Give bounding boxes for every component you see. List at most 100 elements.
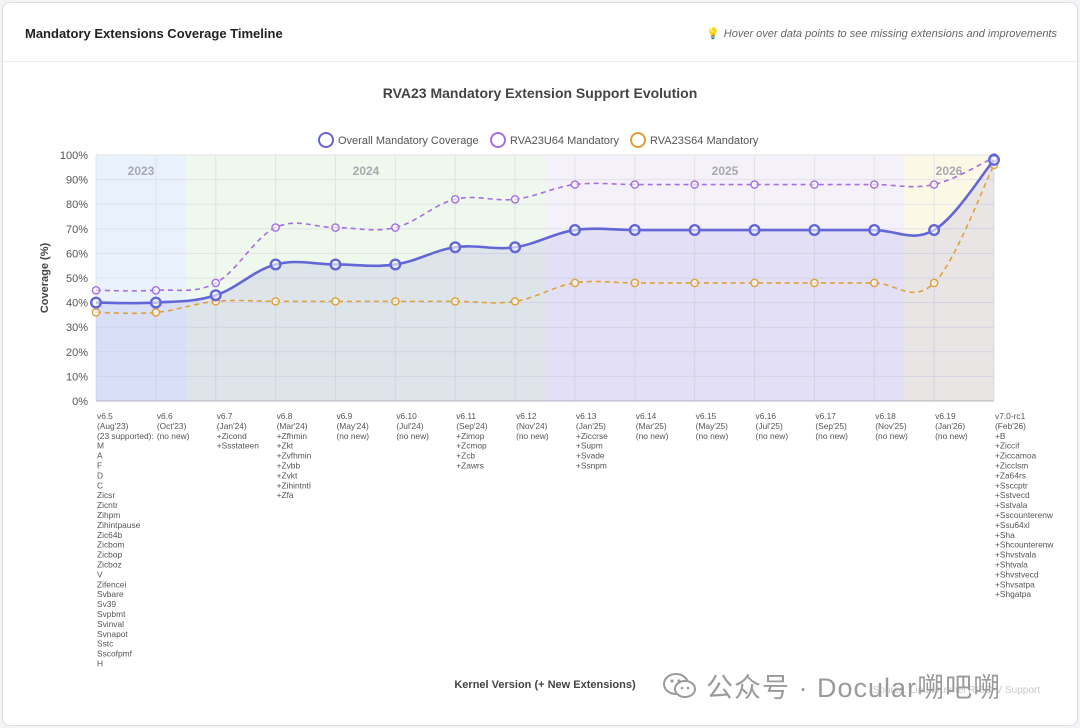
- x-tick-line: +Ziccif: [995, 441, 1020, 451]
- x-tick-line: (Jan'25): [576, 421, 606, 431]
- legend-marker: [490, 132, 506, 148]
- x-tick-line: Svnapot: [97, 629, 128, 639]
- chart-title: RVA23 Mandatory Extension Support Evolut…: [383, 85, 698, 101]
- data-point: [808, 224, 821, 237]
- x-tick-line: +Sstvala: [995, 500, 1028, 510]
- x-tick-line: +Ssu64xl: [995, 520, 1030, 530]
- x-tick-line: D: [97, 470, 103, 480]
- data-point: [570, 180, 580, 189]
- x-tick-line: +Ssnpm: [576, 461, 607, 471]
- x-tick-line: +Zicclsm: [995, 461, 1028, 471]
- x-tick-line: +Shvstvala: [995, 550, 1037, 560]
- x-tick-label: v6.12 (Nov'24) (no new): [516, 411, 549, 441]
- x-tick-line: (Feb'26): [995, 421, 1026, 431]
- x-tick-line: v6.6: [157, 411, 173, 421]
- x-tick-line: (Jan'26): [935, 421, 965, 431]
- data-point: [630, 278, 640, 288]
- data-point: [568, 224, 581, 237]
- data-point: [748, 224, 761, 237]
- hint-text: Hover over data points to see missing ex…: [723, 28, 1057, 40]
- x-tick-line: (no new): [157, 431, 190, 441]
- x-tick-line: +Shcounterenw: [995, 540, 1054, 550]
- x-tick-label: v7.0-rc1 (Feb'26) +B +Ziccif +Ziccamoa +Ziccl…: [995, 411, 1054, 599]
- x-tick-line: (no new): [396, 431, 429, 441]
- x-tick-line: +Zvbb: [277, 461, 301, 471]
- data-point: [869, 278, 879, 288]
- series-line-0: [95, 159, 995, 305]
- data-point: [628, 224, 641, 237]
- x-tick-line: v6.5: [97, 411, 113, 421]
- x-tick-line: +Za64rs: [995, 470, 1026, 480]
- x-tick-line: Zicboz: [97, 560, 122, 570]
- data-point: [630, 180, 640, 189]
- data-point: [89, 296, 102, 309]
- x-tick-line: H: [97, 658, 103, 668]
- x-tick-label: v6.10 (Jul'24) (no new): [396, 411, 429, 441]
- x-tick-label: v6.9 (May'24) (no new): [336, 411, 369, 441]
- x-tick-line: Zihpm: [97, 510, 120, 520]
- y-tick-label: 10%: [66, 371, 88, 383]
- data-point: [929, 278, 939, 288]
- x-tick-line: (Mar'25): [636, 421, 667, 431]
- data-point: [570, 278, 580, 288]
- data-point: [509, 241, 522, 254]
- x-tick-line: +Zkt: [277, 441, 294, 451]
- x-tick-label: v6.13 (Jan'25) +Ziccrse +Supm +Svade +Ssnpm: [576, 411, 608, 471]
- x-tick-line: (23 supported):: [97, 431, 154, 441]
- data-point: [450, 297, 460, 306]
- x-tick-line: (no new): [756, 431, 789, 441]
- data-point: [269, 258, 282, 271]
- data-point: [449, 241, 462, 254]
- legend-marker: [630, 132, 646, 148]
- data-point: [868, 224, 881, 237]
- x-tick-line: (no new): [935, 431, 968, 441]
- x-tick-line: (May'25): [696, 421, 729, 431]
- x-tick-line: Zihintpause: [97, 520, 141, 530]
- x-tick-line: (no new): [815, 431, 848, 441]
- data-point: [810, 278, 819, 288]
- x-tick-line: Zicntr: [97, 500, 118, 510]
- x-tick-line: v7.0-rc1: [995, 411, 1026, 421]
- series-line-2: [95, 164, 995, 315]
- data-point: [389, 258, 402, 271]
- x-tick-line: M: [97, 441, 104, 451]
- data-point: [929, 180, 939, 189]
- x-tick-line: +Sha: [995, 530, 1015, 540]
- y-tick-label: 60%: [66, 248, 88, 260]
- x-tick-line: (May'24): [336, 421, 369, 431]
- x-tick-line: +Sscounterenw: [995, 510, 1054, 520]
- x-tick-line: +B: [995, 431, 1006, 441]
- x-tick-label: v6.18 (Nov'25) (no new): [875, 411, 908, 441]
- x-tick-line: (no new): [636, 431, 669, 441]
- x-tick-label: v6.16 (Jul'25) (no new): [756, 411, 789, 441]
- x-tick-line: v6.14: [636, 411, 657, 421]
- x-tick-line: (Sep'25): [815, 421, 847, 431]
- x-tick-line: +Zvfhmin: [277, 451, 312, 461]
- y-tick-label: 70%: [66, 224, 88, 236]
- data-point: [391, 223, 400, 232]
- x-tick-line: v6.11: [456, 411, 476, 421]
- x-tick-line: Svpbmt: [97, 609, 126, 619]
- x-tick-line: Zicsr: [97, 490, 115, 500]
- x-tick-line: Svbare: [97, 589, 124, 599]
- data-point: [928, 224, 941, 237]
- wechat-icon: [663, 672, 696, 698]
- x-tick-line: v6.12: [516, 411, 537, 421]
- x-tick-line: (Nov'24): [516, 421, 548, 431]
- x-tick-label: v6.7 (Jan'24) +Zicond +Ssstateen: [217, 411, 259, 451]
- x-tick-line: (Mar'24): [277, 421, 308, 431]
- x-tick-label: v6.14 (Mar'25) (no new): [636, 411, 669, 441]
- x-tick-line: (no new): [336, 431, 369, 441]
- y-tick-label: 80%: [66, 199, 88, 211]
- x-tick-line: +Zawrs: [456, 461, 484, 471]
- x-axis-label: Kernel Version (+ New Extensions): [454, 679, 636, 691]
- x-tick-line: +Zvkt: [277, 470, 298, 480]
- x-tick-line: +Zimop: [456, 431, 485, 441]
- legend-label: Overall Mandatory Coverage: [338, 135, 479, 147]
- data-point: [91, 308, 101, 317]
- x-tick-line: (no new): [696, 431, 729, 441]
- x-tick-line: +Shvstvecd: [995, 569, 1039, 579]
- x-tick-line: v6.18: [875, 411, 896, 421]
- x-tick-line: Svinval: [97, 619, 124, 629]
